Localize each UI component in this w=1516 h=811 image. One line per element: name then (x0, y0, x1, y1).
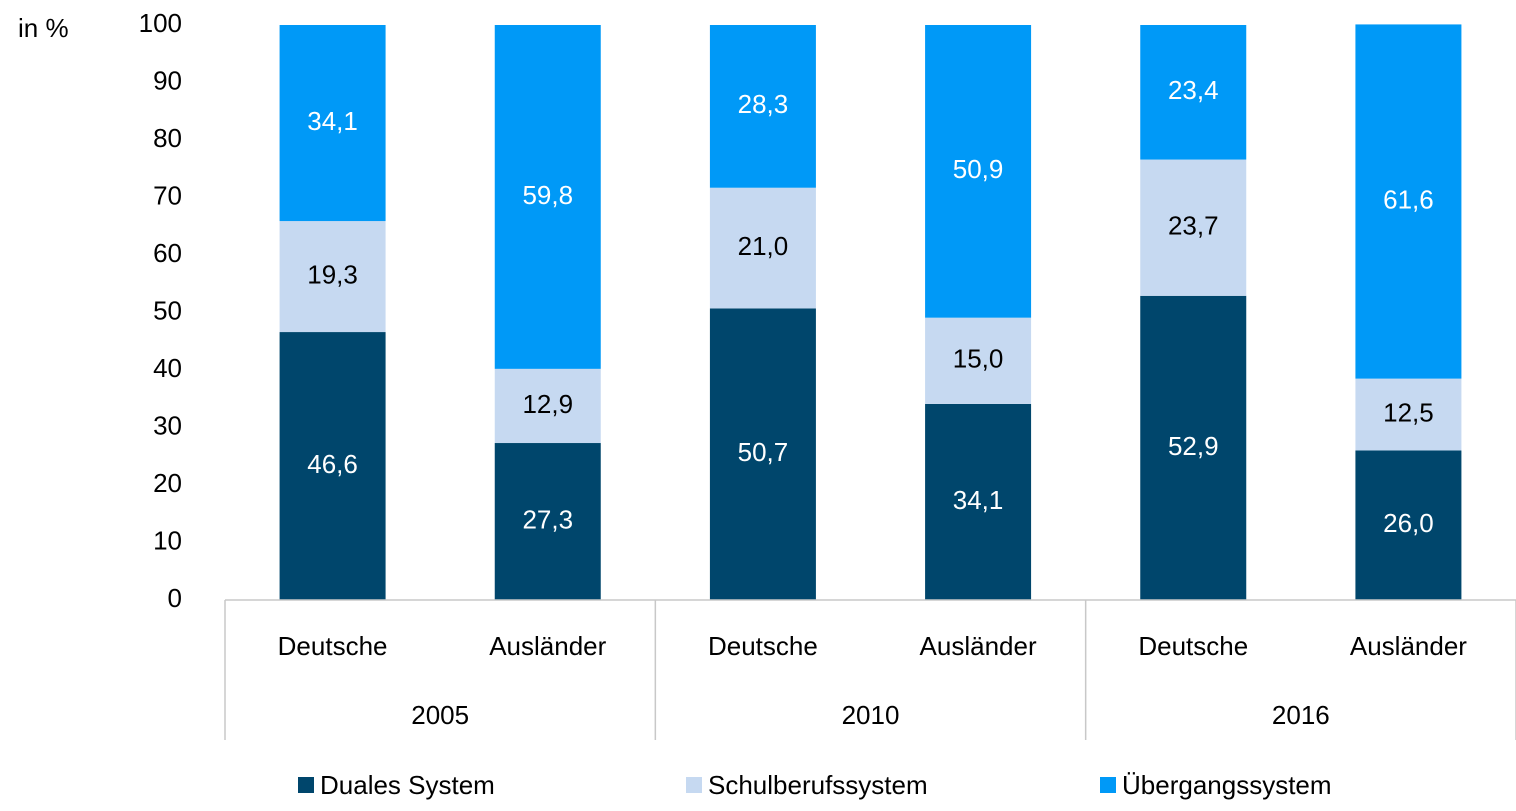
y-tick-label: 0 (168, 583, 182, 613)
y-tick-label: 20 (153, 468, 182, 498)
bar-segment (709, 187, 816, 309)
x-tick-label: Ausländer (920, 631, 1037, 661)
y-tick-label: 30 (153, 410, 182, 440)
x-tick-label: Ausländer (1350, 631, 1467, 661)
y-tick-label: 70 (153, 180, 182, 210)
bar-segment (1140, 295, 1247, 600)
x-tick-label: Ausländer (489, 631, 606, 661)
bar-segment (925, 25, 1032, 318)
x-tick-label: Deutsche (278, 631, 388, 661)
bar-segment (709, 308, 816, 600)
bar-segment (494, 368, 601, 444)
y-tick-label: 90 (153, 65, 182, 95)
x-tick-label: Deutsche (708, 631, 818, 661)
x-tick-label: Deutsche (1138, 631, 1248, 661)
value-label: 27,3 (522, 504, 573, 534)
y-tick-label: 60 (153, 238, 182, 268)
legend-swatch (298, 777, 314, 793)
value-label: 12,9 (522, 389, 573, 419)
value-label: 23,4 (1168, 75, 1219, 105)
value-label: 50,9 (953, 154, 1004, 184)
group-label: 2016 (1272, 700, 1330, 730)
y-tick-label: 100 (139, 8, 182, 38)
bar-segment (1140, 25, 1247, 160)
legend-label: Duales System (320, 770, 495, 800)
legend-label: Übergangssystem (1122, 770, 1332, 800)
value-label: 21,0 (738, 231, 789, 261)
bar-segment (709, 25, 816, 188)
y-axis-label: in % (18, 13, 69, 43)
value-label: 28,3 (738, 89, 789, 119)
bar-segment (1355, 24, 1462, 379)
bar-segment (1355, 378, 1462, 451)
y-tick-label: 50 (153, 295, 182, 325)
value-label: 15,0 (953, 344, 1004, 374)
value-label: 12,5 (1383, 397, 1434, 427)
value-label: 34,1 (953, 485, 1004, 515)
value-label: 50,7 (738, 437, 789, 467)
bar-segment (279, 221, 386, 333)
group-label: 2005 (411, 700, 469, 730)
bar-segment (1140, 159, 1247, 296)
bar-segment (494, 443, 601, 600)
group-label: 2010 (842, 700, 900, 730)
y-tick-label: 10 (153, 525, 182, 555)
y-tick-label: 40 (153, 353, 182, 383)
value-label: 23,7 (1168, 211, 1219, 241)
value-label: 34,1 (307, 106, 358, 136)
value-label: 52,9 (1168, 431, 1219, 461)
legend-label: Schulberufssystem (708, 770, 928, 800)
y-tick-label: 80 (153, 123, 182, 153)
value-label: 61,6 (1383, 184, 1434, 214)
value-label: 46,6 (307, 449, 358, 479)
bar-segment (279, 25, 386, 222)
bar-segment (279, 332, 386, 600)
value-label: 26,0 (1383, 508, 1434, 538)
bar-segment (925, 317, 1032, 404)
bar-segment (494, 25, 601, 369)
legend-swatch (1100, 777, 1116, 793)
value-label: 19,3 (307, 259, 358, 289)
bar-segment (1355, 450, 1462, 600)
value-label: 59,8 (522, 180, 573, 210)
legend-swatch (686, 777, 702, 793)
bar-segment (925, 403, 1032, 600)
